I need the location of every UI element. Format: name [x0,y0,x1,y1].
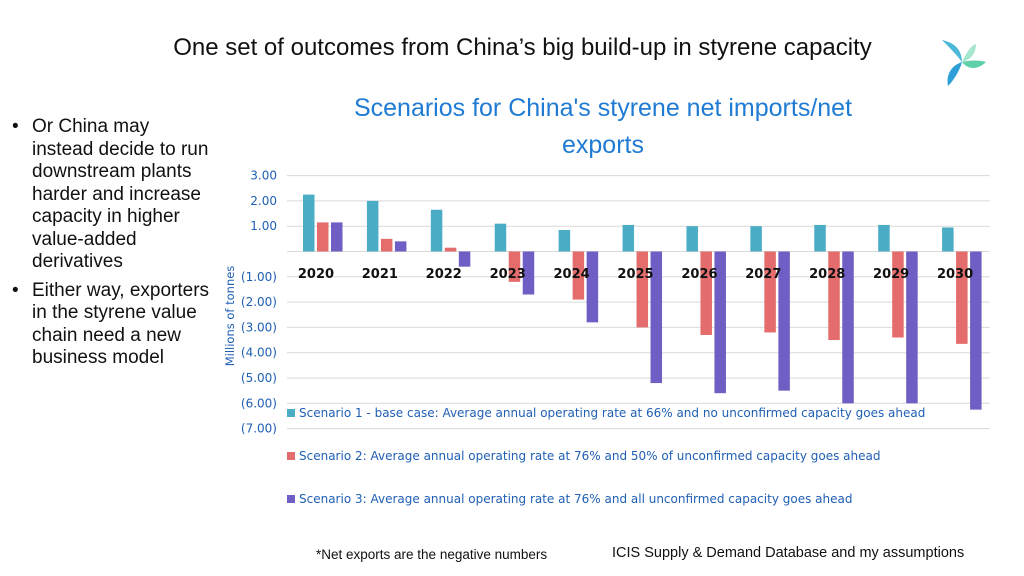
bar-s1-2029 [878,224,890,252]
bar-s1-2021 [366,200,379,252]
y-tick-label: (5.00) [241,371,277,385]
bullet-text: Or China may instead decide to run downs… [32,116,209,272]
legend-label: Scenario 1 - base case: Average annual o… [299,406,925,420]
bar-s3-2024 [586,251,599,323]
chart-title-line: Scenarios for China's styrene net import… [353,94,853,122]
bar-s1-2022 [430,209,443,252]
bar-s2-2028 [828,251,840,341]
x-tick-label: 2028 [809,267,845,282]
bar-s2-2023 [508,251,521,282]
x-tick-label: 2030 [937,267,973,282]
x-tick-label: 2027 [745,267,781,282]
legend-label: Scenario 3: Average annual operating rat… [299,492,852,506]
x-tick-label: 2024 [553,267,589,282]
bar-s2-2022 [444,247,457,252]
bar-s3-2028 [842,251,854,404]
y-tick-label: 1.00 [250,219,277,233]
bar-s1-2030 [942,227,954,252]
y-tick-label: (2.00) [241,295,277,309]
chart-title-line: exports [562,131,644,159]
bar-s3-2021 [394,241,407,252]
propeller-logo-icon [942,40,986,86]
bar-s2-2021 [380,238,393,252]
y-tick-label: (6.00) [241,396,277,410]
bullet-list: • Or China may instead decide to run down… [10,116,215,376]
bar-s2-2025 [636,251,649,328]
y-tick-label: 2.00 [250,194,277,208]
bar-s3-2022 [458,251,471,267]
bar-s1-2024 [558,229,571,252]
bar-s3-2023 [522,251,535,295]
footnote: *Net exports are the negative numbers [316,547,548,562]
source-note: ICIS Supply & Demand Database and my ass… [612,545,965,561]
bullet-glyph: • [12,116,19,137]
bar-s1-2028 [814,224,826,252]
bar-s2-2024 [572,251,585,300]
bar-s1-2027 [750,226,762,252]
y-tick-label: (4.00) [241,346,277,360]
y-tick-label: 3.00 [250,169,277,183]
x-tick-label: 2026 [681,267,717,282]
bar-s3-2025 [650,251,663,384]
slide-title: One set of outcomes from China’s big bui… [173,34,872,61]
bar-s1-2020 [303,194,315,252]
bar-s1-2025 [622,224,635,252]
x-tick-label: 2020 [298,267,334,282]
bar-s3-2026 [714,251,726,394]
x-tick-label: 2023 [490,267,526,282]
y-tick-label: (3.00) [241,320,277,334]
bar-s1-2023 [494,223,507,252]
bar-s2-2027 [764,251,776,333]
x-tick-label: 2022 [426,267,462,282]
bar-s2-2026 [700,251,712,335]
x-tick-label: 2025 [617,267,653,282]
bar-s3-2020 [331,222,343,252]
bar-s3-2029 [906,251,918,404]
y-axis-label: Millions of tonnes [223,266,237,367]
x-tick-label: 2029 [873,267,909,282]
legend-swatch [287,495,295,503]
bar-s2-2030 [956,251,968,344]
bullet-glyph: • [12,279,19,301]
bullet-item: • Either way, exporters in the styrene va… [10,280,215,370]
bullet-item: • Or China may instead decide to run down… [10,116,215,274]
y-tick-label: (7.00) [241,422,277,436]
bar-s2-2020 [317,222,329,252]
legend-swatch [287,409,295,417]
legend-swatch [287,452,295,460]
chart-title: Scenarios for China's styrene net import… [300,90,906,164]
bar-s2-2029 [892,251,904,338]
bar-s3-2030 [970,251,982,410]
bar-s3-2027 [778,251,790,391]
bullet-text: Either way, exporters in the styrene val… [32,279,210,369]
bar-s1-2026 [686,226,698,252]
y-tick-label: (1.00) [241,270,277,284]
legend-label: Scenario 2: Average annual operating rat… [299,449,880,463]
x-tick-label: 2021 [362,267,398,282]
